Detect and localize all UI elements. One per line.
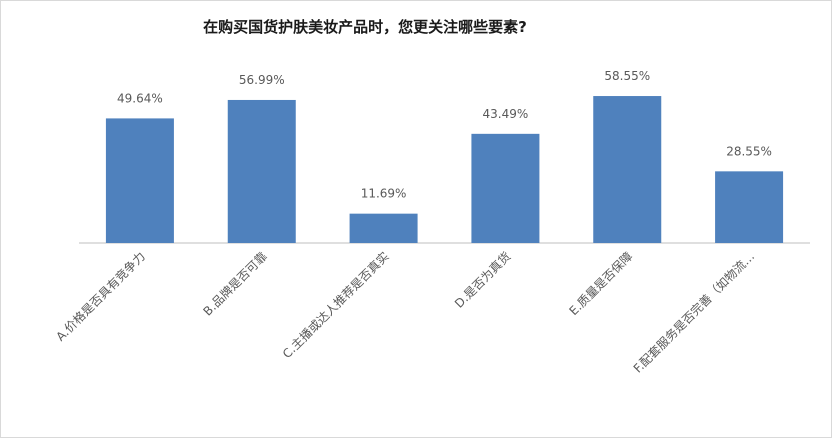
bar (227, 99, 296, 243)
bar (349, 213, 418, 243)
chart-title: 在购买国货护肤美妆产品时，您更关注哪些要素? (203, 18, 527, 36)
data-label: 56.99% (239, 73, 285, 87)
data-label: 11.69% (361, 187, 407, 201)
data-label: 28.55% (726, 144, 772, 158)
data-label: 58.55% (604, 69, 650, 83)
bar (471, 133, 540, 243)
bar (593, 96, 662, 244)
data-label: 43.49% (483, 107, 529, 121)
bar (715, 171, 784, 243)
bar (105, 118, 174, 243)
data-label: 49.64% (117, 91, 163, 105)
